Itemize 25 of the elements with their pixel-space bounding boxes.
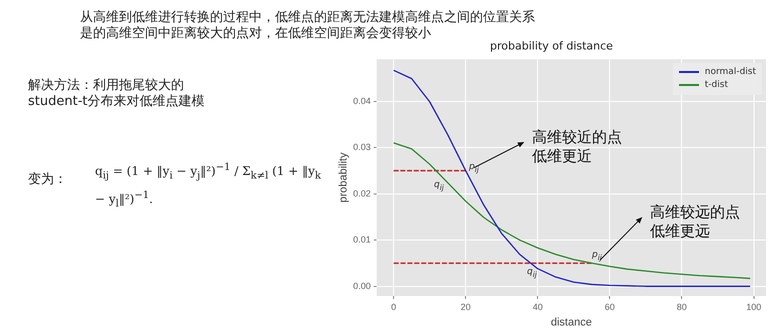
x-tick-label: 20 (460, 302, 471, 312)
x-tick-label: 60 (604, 302, 615, 312)
x-tick-label: 100 (746, 302, 762, 312)
legend-label: t-dist (704, 79, 729, 92)
legend-label: normal-dist (704, 66, 756, 80)
annotation: p$_{ij}$ (469, 162, 479, 175)
y-tick-label: 0.04 (353, 96, 371, 106)
text: q$_{ij}$ = (1 + ‖y$_{i}$ − y$_{j}$‖²)$^{−1}$ / Σ$_{k≠l}$ (1 + ‖y$_{k}$ − y$_{l}$‖²)$^{−1}$. (95, 162, 321, 210)
text: 从高维到低维进行转换的过程中，低维点的距离无法建模高维点之间的位置关系是的高维空间中距离较大的点对，在低维空间距离会变得较小 (80, 10, 535, 41)
x-tick-label: 80 (676, 302, 687, 312)
annotation: 高维较远的点低维更远 (650, 203, 741, 241)
y-tick-label: 0.03 (353, 142, 371, 152)
y-tick-label: 0.02 (353, 188, 371, 198)
x-tick-label: 0 (391, 302, 396, 312)
x-axis-title: distance (550, 316, 592, 328)
y-axis-title: probability (338, 152, 350, 203)
y-tick-label: 0.01 (353, 234, 371, 245)
text: 变为： (28, 172, 67, 188)
y-tick-label: 0.00 (353, 280, 371, 291)
text: 解决方法：利用拖尾较大的 student-t分布来对低维点建模 (28, 78, 204, 110)
chart-title: probability of distance (490, 39, 614, 52)
annotation: 高维较近的点低维更近 (532, 128, 623, 166)
annotation: q$_{ij}$ (527, 267, 537, 280)
annotation: q$_{ij}$ (434, 180, 444, 193)
x-tick-label: 40 (532, 302, 543, 312)
